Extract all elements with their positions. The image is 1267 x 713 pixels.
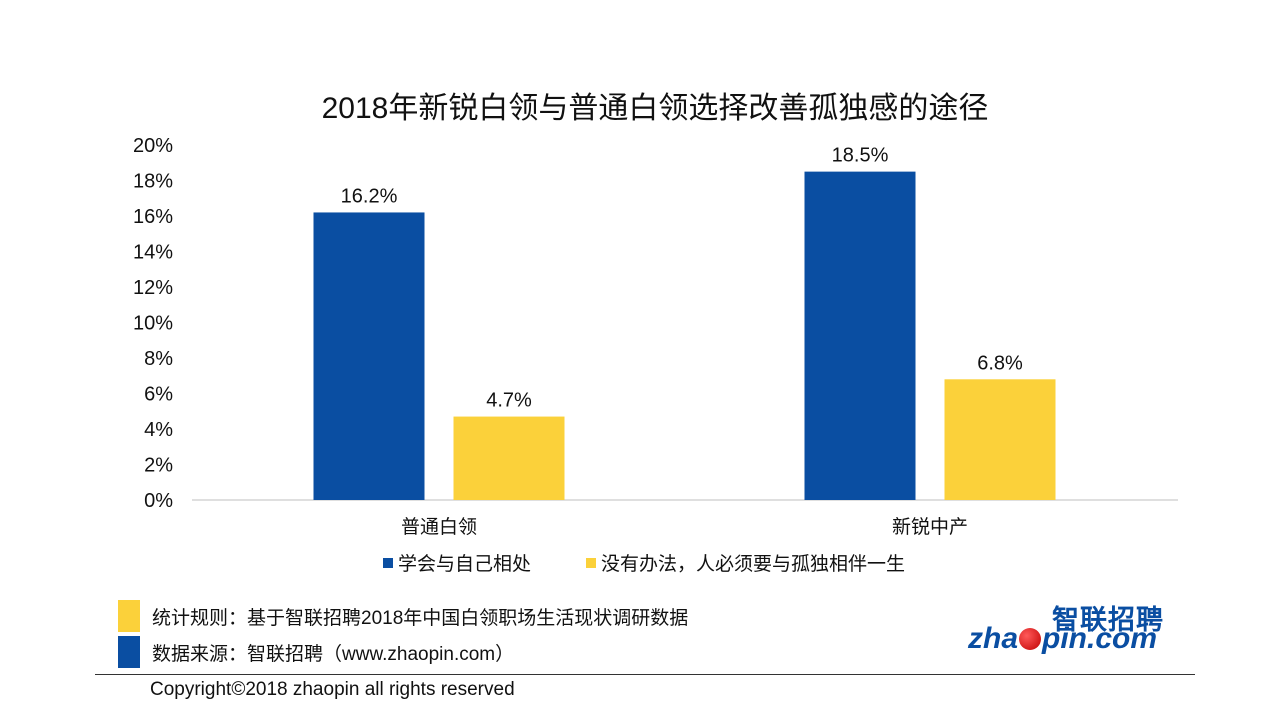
x-axis-labels: 普通白领 新锐中产 bbox=[401, 516, 968, 538]
zhaopin-logo: 智联招聘 zha pin.com bbox=[968, 598, 1168, 656]
bar-series2-0 bbox=[453, 416, 565, 500]
bar-value-label: 18.5% bbox=[832, 145, 889, 167]
y-tick-label: 20% bbox=[133, 135, 173, 157]
y-axis: 0% 2% 4% 6% 8% 10% 12% 14% 16% 18% 20% bbox=[133, 135, 173, 512]
bar-series2-1 bbox=[944, 379, 1056, 500]
y-tick-label: 18% bbox=[133, 171, 173, 193]
bar-value-label: 4.7% bbox=[486, 390, 532, 412]
y-tick-label: 10% bbox=[133, 313, 173, 335]
y-tick-label: 8% bbox=[144, 348, 173, 370]
chart-title: 2018年新锐白领与普通白领选择改善孤独感的途径 bbox=[322, 92, 989, 125]
logo-text-right: pin.com bbox=[1042, 622, 1158, 655]
bars: 16.2% 18.5% 4.7% 6.8% bbox=[313, 145, 1056, 500]
footer-divider bbox=[95, 674, 1195, 675]
data-source-swatch bbox=[118, 636, 140, 668]
bar-series1-0 bbox=[313, 212, 425, 500]
y-tick-label: 14% bbox=[133, 242, 173, 264]
stats-rule-text: 统计规则：基于智联招聘2018年中国白领职场生活现状调研数据 bbox=[152, 607, 689, 629]
y-tick-label: 4% bbox=[144, 419, 173, 441]
bar-value-label: 6.8% bbox=[977, 352, 1023, 374]
logo-english-text: zha pin.com bbox=[968, 622, 1157, 656]
logo-text-left: zha bbox=[968, 622, 1019, 655]
bar-value-label: 16.2% bbox=[341, 185, 398, 207]
y-tick-label: 16% bbox=[133, 206, 173, 228]
y-tick-label: 2% bbox=[144, 455, 173, 477]
bar-series1-1 bbox=[804, 171, 916, 500]
legend-label: 没有办法，人必须要与孤独相伴一生 bbox=[601, 553, 905, 575]
stats-rule-row: 统计规则：基于智联招聘2018年中国白领职场生活现状调研数据 bbox=[118, 600, 688, 632]
stats-rule-swatch bbox=[118, 600, 140, 632]
logo-chinese-text: 智联招聘 bbox=[1052, 605, 1164, 635]
x-category-label: 普通白领 bbox=[401, 516, 477, 538]
y-tick-label: 6% bbox=[144, 384, 173, 406]
legend: 学会与自己相处 没有办法，人必须要与孤独相伴一生 bbox=[383, 553, 905, 575]
y-tick-label: 12% bbox=[133, 277, 173, 299]
data-source-text: 数据来源：智联招聘（www.zhaopin.com） bbox=[152, 643, 515, 665]
y-tick-label: 0% bbox=[144, 490, 173, 512]
legend-swatch bbox=[383, 558, 393, 568]
x-category-label: 新锐中产 bbox=[892, 516, 968, 538]
legend-label: 学会与自己相处 bbox=[398, 553, 531, 575]
legend-swatch bbox=[586, 558, 596, 568]
data-source-row: 数据来源：智联招聘（www.zhaopin.com） bbox=[118, 636, 514, 668]
logo-ball-icon bbox=[1019, 628, 1042, 650]
copyright: Copyright©2018 zhaopin all rights reserv… bbox=[150, 679, 515, 700]
